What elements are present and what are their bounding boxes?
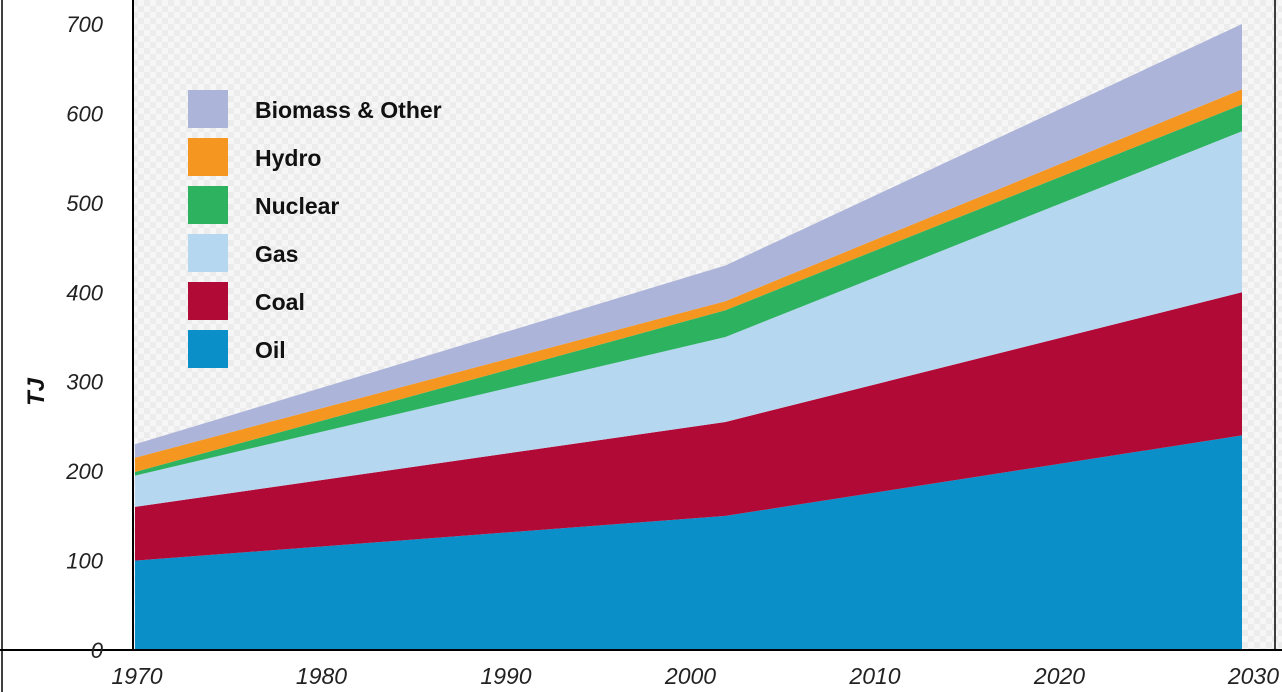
x-tick-2010: 2010 xyxy=(848,663,900,689)
y-tick-600: 600 xyxy=(66,101,103,126)
legend-swatch-oil xyxy=(188,330,228,368)
legend-swatch-nuclear xyxy=(188,186,228,224)
area-oil xyxy=(135,435,1242,650)
x-tick-labels: 1970 1980 1990 2000 2010 2020 2030 xyxy=(111,663,1279,689)
y-tick-200: 200 xyxy=(65,459,103,484)
area-biomass-and-other xyxy=(135,24,1242,458)
legend-label-hydro: Hydro xyxy=(255,145,321,171)
x-tick-2020: 2020 xyxy=(1033,663,1085,689)
legend-label-oil: Oil xyxy=(255,337,286,363)
x-tick-1970: 1970 xyxy=(111,663,162,689)
y-tick-300: 300 xyxy=(66,370,103,395)
area-layers xyxy=(135,24,1242,650)
y-tick-labels: 0 100 200 300 400 500 600 700 xyxy=(65,12,103,663)
legend: Biomass & Other Hydro Nuclear Gas Coal Oil xyxy=(188,90,442,368)
y-tick-400: 400 xyxy=(66,280,103,305)
x-tick-2030: 2030 xyxy=(1227,663,1279,689)
legend-swatch-biomass-and-other xyxy=(188,90,228,128)
area-hydro xyxy=(135,89,1242,473)
area-coal xyxy=(135,292,1242,561)
y-tick-500: 500 xyxy=(66,191,103,216)
y-tick-0: 0 xyxy=(91,638,104,663)
y-tick-100: 100 xyxy=(66,549,103,574)
legend-label-gas: Gas xyxy=(255,241,298,267)
legend-label-biomass-and-other: Biomass & Other xyxy=(255,97,442,123)
legend-label-coal: Coal xyxy=(255,289,305,315)
x-tick-2000: 2000 xyxy=(664,663,716,689)
x-tick-1990: 1990 xyxy=(480,663,531,689)
y-tick-700: 700 xyxy=(66,12,103,37)
y-axis-label: TJ xyxy=(23,377,50,406)
legend-swatch-hydro xyxy=(188,138,228,176)
legend-swatch-coal xyxy=(188,282,228,320)
legend-label-nuclear: Nuclear xyxy=(255,193,339,219)
area-gas xyxy=(135,131,1242,507)
legend-swatch-gas xyxy=(188,234,228,272)
x-tick-1980: 1980 xyxy=(296,663,347,689)
